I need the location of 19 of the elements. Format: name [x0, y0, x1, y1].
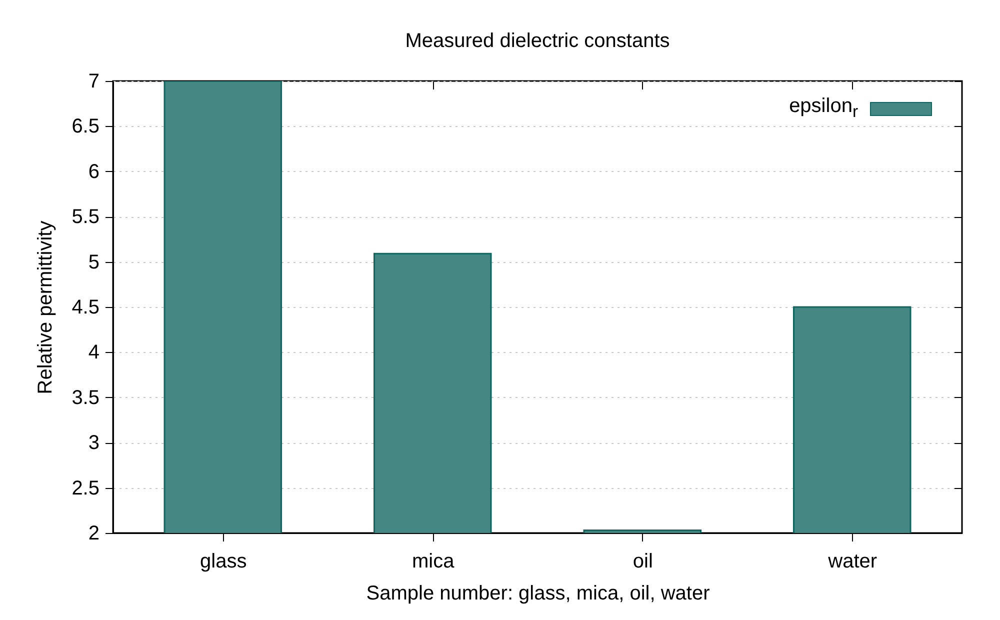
- y-tick-label: 2: [88, 522, 100, 544]
- y-tick-label: 5.5: [72, 206, 100, 228]
- y-tick-label: 3: [88, 432, 100, 454]
- y-tick-label: 2.5: [72, 477, 100, 500]
- chart-title: Measured dielectric constants: [405, 30, 670, 52]
- x-tick-label: water: [827, 550, 878, 572]
- y-tick-label: 4: [88, 342, 100, 364]
- y-tick-label: 6: [88, 160, 100, 183]
- x-axis-title: Sample number: glass, mica, oil, water: [366, 582, 710, 604]
- x-tick-label: oil: [632, 550, 653, 572]
- x-tick-label: glass: [200, 550, 247, 572]
- x-tick-label: mica: [412, 550, 456, 572]
- y-tick-label: 7: [88, 70, 100, 92]
- legend-label: epsilon$_{r}$: [789, 95, 858, 122]
- y-tick-label: 3.5: [72, 386, 100, 409]
- y-tick-label: 5: [88, 251, 100, 274]
- y-tick-label: 4.5: [72, 296, 100, 318]
- y-tick-label: 6.5: [72, 116, 100, 138]
- y-axis-title: Relative permittivity: [34, 220, 57, 394]
